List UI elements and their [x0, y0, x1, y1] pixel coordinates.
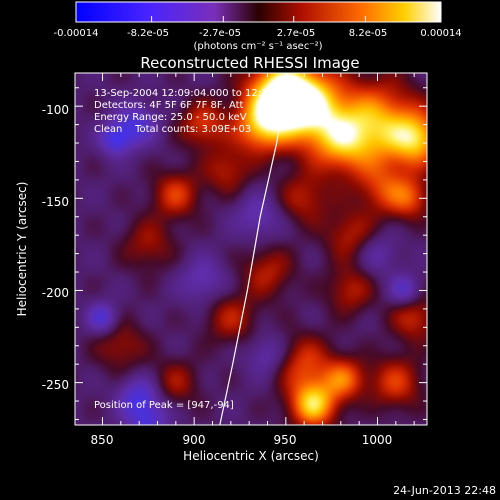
x-axis-label: Heliocentric X (arcsec) — [183, 449, 319, 463]
chart-title: Reconstructed RHESSI Image — [140, 54, 359, 72]
colorbar-tick-label: 0.00014 — [420, 28, 461, 39]
peak-position-label: Position of Peak = [947,-94] — [94, 400, 234, 411]
heatmap-image — [75, 73, 427, 425]
y-axis-label: Heliocentric Y (arcsec) — [15, 182, 29, 317]
y-tick-label: -250 — [42, 378, 69, 392]
annotation-time: 13-Sep-2004 12:09:04.000 to 12:12:08.000 — [94, 88, 312, 99]
annotation-detectors: Detectors: 4F 5F 6F 7F 8F, Att — [94, 100, 244, 111]
x-tick-label: 1000 — [362, 433, 393, 447]
x-tick-label: 900 — [183, 433, 206, 447]
y-tick-label: -200 — [42, 286, 69, 300]
colorbar-tick-label: -0.00014 — [54, 28, 99, 39]
y-tick-label: -150 — [42, 195, 69, 209]
colorbar-tick-label: 2.7e-05 — [277, 28, 315, 39]
colorbar — [75, 1, 442, 23]
footer-timestamp: 24-Jun-2013 22:48 — [393, 484, 496, 497]
x-tick-label: 850 — [91, 433, 114, 447]
y-tick-label: -100 — [42, 103, 69, 117]
annotation-energy: Energy Range: 25.0 - 50.0 keV — [94, 112, 247, 123]
plot-area — [74, 72, 428, 426]
plot-frame — [74, 72, 428, 426]
colorbar-unit-label: (photons cm⁻² s⁻¹ asec⁻²) — [193, 41, 322, 52]
annotation-counts: Clean Total counts: 3.09E+03 — [94, 124, 251, 135]
colorbar-tick-label: 8.2e-05 — [349, 28, 387, 39]
colorbar-tick-label: -2.7e-05 — [199, 28, 241, 39]
colorbar-ticks — [75, 16, 442, 22]
colorbar-tick-label: -8.2e-05 — [127, 28, 169, 39]
axis-ticks — [75, 73, 427, 425]
x-tick-label: 950 — [274, 433, 297, 447]
solar-limb-line — [219, 72, 289, 426]
